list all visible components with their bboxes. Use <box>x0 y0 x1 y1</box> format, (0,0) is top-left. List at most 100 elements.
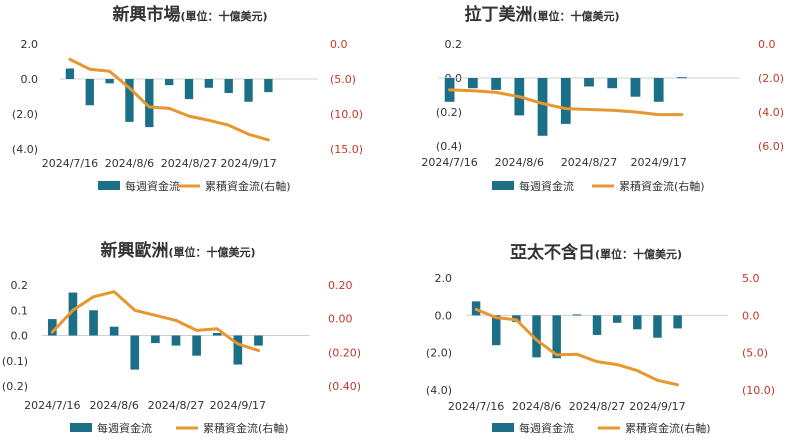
bar-weekly-flow <box>204 79 214 88</box>
bar-weekly-flow <box>224 79 233 93</box>
chart-title: 新興市場(單位：十億美元) <box>112 4 267 25</box>
bar-weekly-flow <box>532 315 541 358</box>
chart-title: 亞太不含日(單位：十億美元) <box>510 242 682 263</box>
y-right-tick-label: (0.20) <box>328 346 361 359</box>
legend-bar-swatch <box>70 423 92 432</box>
bar-weekly-flow <box>612 315 622 323</box>
x-tick-label: 2024/7/16 <box>448 400 504 413</box>
y-right-tick-label: (2.0) <box>758 72 784 85</box>
bar-weekly-flow <box>653 78 664 102</box>
line-cumulative-flow <box>474 307 680 387</box>
legend: 每週資金流 累積資金流(右軸) <box>70 421 289 435</box>
y-left-tick-label: 0.2 <box>445 38 463 51</box>
bar-weekly-flow <box>192 335 201 356</box>
bar-weekly-flow <box>212 332 222 336</box>
legend: 每週資金流 累積資金流(右軸) <box>492 421 711 435</box>
bar-weekly-flow <box>171 335 181 346</box>
legend-line-label: 累積資金流(右軸) <box>203 421 289 435</box>
y-left-tick-label: (0.2) <box>2 380 28 393</box>
bar-weekly-flow <box>653 315 662 338</box>
legend-bar-swatch <box>492 423 514 432</box>
line-cumulative-flow <box>448 88 684 117</box>
bar-weekly-flow <box>552 315 561 359</box>
y-right-tick-label: 5.0 <box>742 272 760 285</box>
bar-weekly-flow <box>491 78 501 90</box>
bar-weekly-flow <box>130 335 140 370</box>
bar-weekly-flow <box>109 326 119 336</box>
y-right-tick-label: (5.0) <box>330 73 356 86</box>
chart-title-unit: (單位：十億美元) <box>180 9 267 23</box>
y-right-tick-label: (4.0) <box>758 106 784 119</box>
y-right-tick-label: (15.0) <box>330 143 363 156</box>
chart-title-main: 新興歐洲 <box>100 240 168 261</box>
bar-weekly-flow <box>184 79 194 100</box>
legend: 每週資金流 累積資金流(右軸) <box>98 179 291 193</box>
chart-title-unit: (單位：十億美元) <box>532 9 619 23</box>
bar-weekly-flow <box>125 79 134 122</box>
legend-bar-label: 每週資金流 <box>97 421 152 435</box>
chart-title-main: 新興市場 <box>112 4 180 25</box>
x-tick-label: 2024/8/27 <box>161 157 217 170</box>
chart-title-main: 拉丁美洲 <box>464 4 532 25</box>
y-right-tick-label: (0.40) <box>328 380 361 393</box>
x-tick-label: 2024/8/6 <box>105 157 154 170</box>
bar-weekly-flow <box>607 78 618 89</box>
bar-weekly-flow <box>89 310 98 336</box>
legend-line-label: 累積資金流(右軸) <box>625 421 711 435</box>
legend: 每週資金流 累積資金流(右軸) <box>492 179 705 193</box>
y-left-tick-label: 0.0 <box>21 73 39 86</box>
chart-title-main: 亞太不含日 <box>510 242 595 263</box>
y-left-tick-label: 0.0 <box>435 309 453 322</box>
y-left-tick-label: (4.0) <box>426 384 452 397</box>
bar-weekly-flow <box>151 335 160 344</box>
chart-panel-4: 亞太不含日(單位：十億美元) 2.0 0.0 (2.0) (4.0) 5.0 0.0 (5.0… <box>426 242 775 435</box>
x-tick-label: 2024/9/17 <box>210 399 266 412</box>
x-tick-label: 2024/8/27 <box>569 400 625 413</box>
y-left-tick-label: 2.0 <box>21 38 39 51</box>
y-right-tick-label: (10.0) <box>330 108 363 121</box>
chart-panel-1: 新興市場(單位：十億美元) 2.0 0.0 (2.0) (4.0) 0.0 (5.0) (10… <box>12 4 363 193</box>
y-left-tick-label: (0.4) <box>436 140 462 153</box>
chart-title-unit: (單位：十億美元) <box>595 247 682 261</box>
bar-weekly-flow <box>630 78 641 97</box>
chart-title: 拉丁美洲(單位：十億美元) <box>464 4 619 25</box>
x-tick-label: 2024/9/17 <box>629 400 685 413</box>
bar-weekly-flow <box>592 315 602 335</box>
bar-weekly-flow <box>537 78 548 136</box>
y-right-tick-label: 0.0 <box>330 38 348 51</box>
legend-bar-label: 每週資金流 <box>125 179 180 193</box>
x-tick-label: 2024/7/16 <box>42 157 98 170</box>
y-right-tick-label: (10.0) <box>742 384 775 397</box>
bar-weekly-flow <box>633 315 642 330</box>
y-right-tick-label: 0.00 <box>328 313 353 326</box>
x-tick-label: 2024/8/27 <box>148 399 204 412</box>
y-left-tick-label: (2.0) <box>426 347 452 360</box>
bar-weekly-flow <box>68 292 78 336</box>
bar-weekly-flow <box>105 79 114 84</box>
y-left-tick-label: 0.1 <box>11 304 29 317</box>
x-tick-label: 2024/9/17 <box>220 157 276 170</box>
bar-weekly-flow <box>491 315 501 346</box>
y-left-tick-label: (4.0) <box>12 143 38 156</box>
x-tick-label: 2024/8/6 <box>89 399 138 412</box>
bar-weekly-flow <box>164 79 174 86</box>
bar-weekly-flow <box>145 79 154 128</box>
legend-bar-label: 每週資金流 <box>519 179 574 193</box>
y-right-tick-label: 0.0 <box>758 38 776 51</box>
y-right-tick-label: (6.0) <box>758 140 784 153</box>
chart-panel-3: 新興歐洲(單位：十億美元) 0.2 0.1 0.0 (0.1) (0.2) 0.20 0.00… <box>2 240 361 435</box>
bar-weekly-flow <box>65 68 75 79</box>
x-tick-label: 2024/8/6 <box>512 400 561 413</box>
bar-weekly-flow <box>467 78 478 89</box>
bar-weekly-flow <box>673 315 682 329</box>
y-right-tick-label: 0.0 <box>742 309 760 322</box>
y-left-tick-label: 2.0 <box>435 272 453 285</box>
line-cumulative-flow <box>50 290 260 353</box>
bar-weekly-flow <box>560 78 571 124</box>
x-tick-label: 2024/9/17 <box>630 156 686 169</box>
bar-weekly-flow <box>264 79 273 93</box>
y-right-tick-label: (5.0) <box>742 347 768 360</box>
x-tick-label: 2024/7/16 <box>421 156 477 169</box>
chart-panel-2: 拉丁美洲(單位：十億美元)0.20.0(0.2)(0.4)0.0(2.0)(4.… <box>421 4 784 193</box>
